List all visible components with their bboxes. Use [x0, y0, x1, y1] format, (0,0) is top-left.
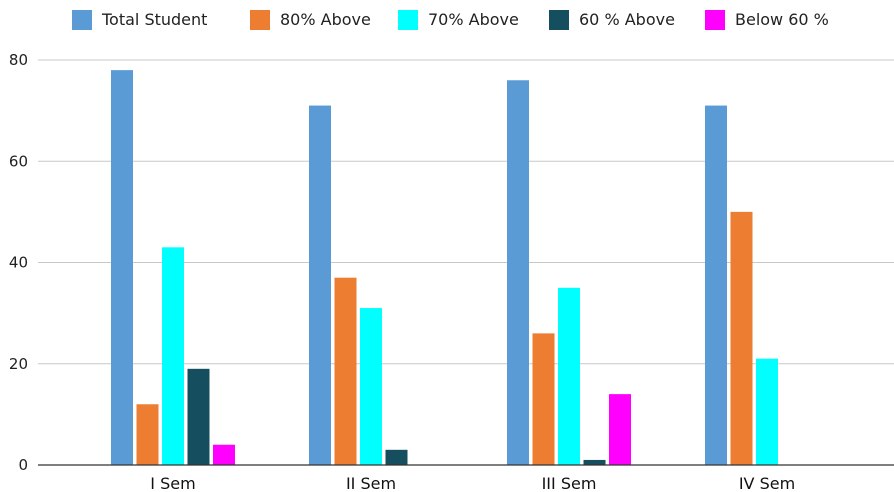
legend-item: Below 60 %	[705, 10, 829, 30]
x-category-label: IV Sem	[739, 474, 795, 492]
bar	[334, 277, 357, 465]
bar	[532, 333, 555, 465]
y-tick-label: 80	[9, 51, 28, 69]
x-axis-category-labels: I Sem II Sem III Sem IV Sem	[150, 474, 795, 492]
y-tick-label: 40	[9, 254, 28, 272]
x-category-label: I Sem	[150, 474, 195, 492]
legend-item: 60 % Above	[549, 10, 675, 30]
legend: Total Student 80% Above 70% Above 60 % Abov…	[72, 10, 829, 30]
legend-item: 80% Above	[250, 10, 371, 30]
legend-swatch	[250, 10, 270, 30]
x-category-label: II Sem	[346, 474, 396, 492]
bar	[507, 80, 529, 465]
bar	[730, 211, 753, 465]
legend-label: Below 60 %	[735, 10, 829, 29]
legend-swatch	[549, 10, 569, 30]
bar	[213, 444, 235, 465]
y-tick-label: 0	[18, 456, 28, 474]
x-category-label: III Sem	[542, 474, 597, 492]
y-tick-label: 60	[9, 152, 28, 170]
bar	[111, 70, 133, 465]
bar	[609, 394, 631, 465]
legend-label: 60 % Above	[579, 10, 675, 29]
bar	[756, 358, 778, 465]
bars	[111, 70, 778, 465]
bar	[162, 247, 184, 465]
legend-swatch	[72, 10, 92, 30]
bar	[558, 287, 580, 465]
bar	[360, 308, 382, 465]
bar	[309, 105, 331, 465]
bar	[583, 459, 606, 465]
y-tick-label: 20	[9, 355, 28, 373]
bar	[705, 105, 727, 465]
y-axis-tick-labels: 0 20 40 60 80	[9, 51, 28, 474]
legend-item: Total Student	[72, 10, 207, 30]
legend-label: 70% Above	[428, 10, 519, 29]
legend-swatch	[705, 10, 725, 30]
bar	[136, 404, 159, 465]
bar	[187, 368, 210, 465]
legend-label: Total Student	[101, 10, 207, 29]
legend-item: 70% Above	[398, 10, 519, 30]
legend-label: 80% Above	[280, 10, 371, 29]
legend-swatch	[398, 10, 418, 30]
bar	[385, 449, 408, 465]
